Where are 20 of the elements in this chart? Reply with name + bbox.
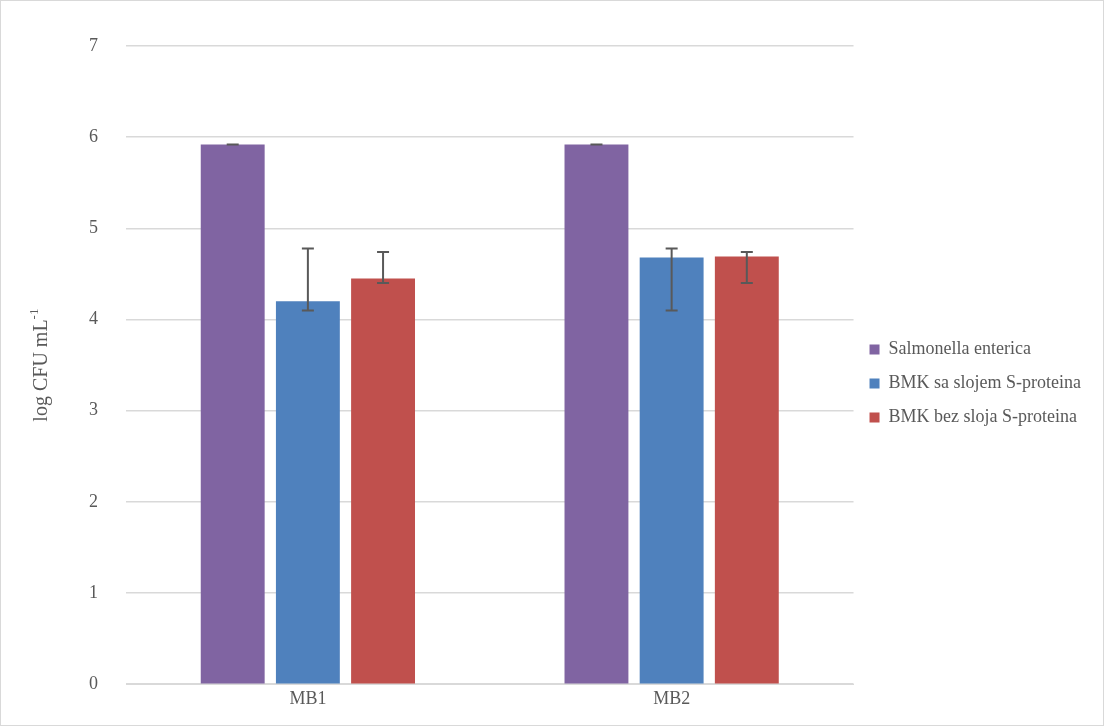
legend-label: Salmonella enterica: [888, 338, 1031, 359]
y-tick-label: 2: [89, 490, 98, 511]
y-tick-label: 0: [89, 672, 98, 693]
y-tick-label: 5: [89, 217, 98, 238]
bar: [200, 144, 265, 684]
y-tick-label: 6: [89, 125, 98, 146]
x-tick-label: MB1: [289, 687, 327, 708]
bar: [275, 301, 340, 684]
bar: [639, 257, 704, 684]
y-tick-label: 4: [89, 308, 98, 329]
y-tick-label: 3: [89, 399, 98, 420]
bar: [714, 256, 779, 684]
y-tick-label: 7: [89, 34, 98, 55]
x-tick-label: MB2: [653, 687, 691, 708]
legend-label: BMK bez sloja S-proteina: [888, 406, 1077, 427]
y-tick-label: 1: [89, 581, 98, 602]
y-axis-title: log CFU mL-1: [26, 308, 52, 422]
legend-label: BMK sa slojem S-proteina: [888, 372, 1082, 393]
bar: [564, 144, 629, 684]
bar: [351, 278, 416, 684]
